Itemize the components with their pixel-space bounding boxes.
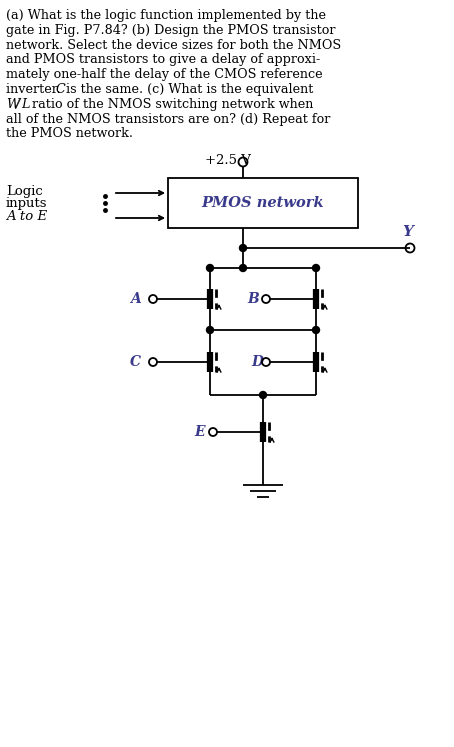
Text: /: / xyxy=(15,98,19,111)
Text: gate in Fig. P7.84? (b) Design the PMOS transistor: gate in Fig. P7.84? (b) Design the PMOS … xyxy=(6,24,336,37)
Circle shape xyxy=(207,264,213,271)
Text: C: C xyxy=(55,83,65,96)
Circle shape xyxy=(312,264,320,271)
Text: inputs: inputs xyxy=(6,197,48,211)
Text: ratio of the NMOS switching network when: ratio of the NMOS switching network when xyxy=(28,98,313,111)
Circle shape xyxy=(312,326,320,333)
Text: +2.5 V: +2.5 V xyxy=(205,155,251,167)
Text: all of the NMOS transistors are on? (d) Repeat for: all of the NMOS transistors are on? (d) … xyxy=(6,113,331,125)
Circle shape xyxy=(260,391,266,398)
Text: W: W xyxy=(6,98,19,111)
Text: mately one-half the delay of the CMOS reference: mately one-half the delay of the CMOS re… xyxy=(6,68,323,81)
Text: A to E: A to E xyxy=(6,211,47,223)
Text: is the same. (c) What is the equivalent: is the same. (c) What is the equivalent xyxy=(62,83,313,96)
Circle shape xyxy=(240,264,247,271)
Text: network. Select the device sizes for both the NMOS: network. Select the device sizes for bot… xyxy=(6,39,341,52)
Text: L: L xyxy=(21,98,30,111)
Bar xyxy=(168,178,358,228)
Text: D: D xyxy=(251,355,263,369)
Text: E: E xyxy=(194,425,205,439)
Text: B: B xyxy=(247,292,259,306)
Text: Y: Y xyxy=(402,225,413,239)
Text: Logic: Logic xyxy=(6,185,43,197)
Text: (a) What is the logic function implemented by the: (a) What is the logic function implement… xyxy=(6,9,326,22)
Text: A: A xyxy=(130,292,141,306)
Text: and PMOS transistors to give a delay of approxi-: and PMOS transistors to give a delay of … xyxy=(6,53,320,66)
Text: inverter.: inverter. xyxy=(6,83,64,96)
Circle shape xyxy=(240,244,247,252)
Text: the PMOS network.: the PMOS network. xyxy=(6,128,133,140)
Text: PMOS network: PMOS network xyxy=(202,196,324,210)
Text: C: C xyxy=(130,355,141,369)
Circle shape xyxy=(207,326,213,333)
